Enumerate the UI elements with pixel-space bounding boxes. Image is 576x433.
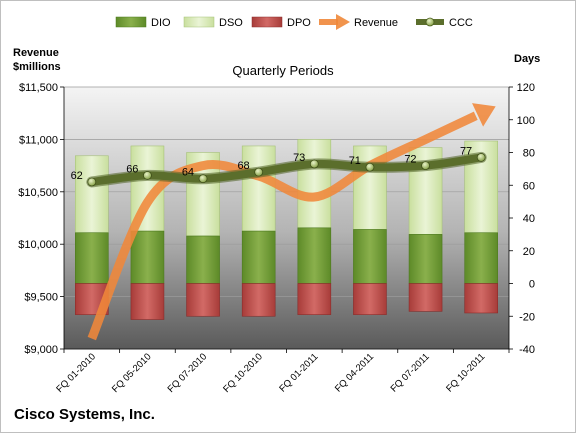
legend-label-dso: DSO — [219, 17, 243, 29]
legend-label-dio: DIO — [151, 17, 171, 29]
ccc-point — [143, 171, 152, 180]
legend-label-revenue: Revenue — [354, 17, 398, 29]
left-axis-label-line2: $millions — [13, 61, 61, 73]
left-tick-label: $9,000 — [24, 344, 58, 356]
bar-dio — [186, 235, 220, 284]
bar-dio — [75, 232, 109, 284]
bar-dpo — [241, 283, 276, 317]
ccc-series: 62 66 64 68 73 71 72 77 — [71, 145, 487, 188]
legend-swatch-dio — [115, 16, 147, 28]
legend-swatch-dso — [183, 16, 215, 28]
ccc-point — [309, 159, 319, 169]
revenue-series — [87, 103, 496, 341]
ccc-point — [476, 153, 486, 162]
ccc-data-label: 71 — [349, 155, 361, 167]
legend-swatch-dpo — [251, 16, 283, 28]
right-tick-label: 0 — [529, 279, 535, 291]
revenue-arrowhead — [472, 103, 496, 127]
bar-dio — [241, 230, 276, 284]
bar-dpo — [353, 283, 387, 315]
right-tick-label: -40 — [519, 344, 535, 356]
bar-dso — [241, 145, 276, 232]
right-tick-label: 60 — [523, 180, 535, 192]
bar-dpo — [130, 283, 165, 320]
bar-dso — [75, 155, 109, 234]
ccc-data-label: 62 — [71, 170, 83, 182]
bars — [75, 139, 498, 320]
legend-label-dpo: DPO — [287, 17, 311, 29]
legend: DIO DSO DPO Revenue CCC — [115, 14, 473, 30]
ccc-data-label: 68 — [237, 160, 249, 172]
left-tick-label: $10,000 — [18, 239, 58, 251]
ccc-point — [365, 162, 375, 172]
company-name: Cisco Systems, Inc. — [14, 406, 155, 423]
ccc-data-label: 73 — [293, 152, 305, 164]
right-tick-label: 40 — [523, 213, 535, 225]
revenue-line — [87, 111, 478, 341]
ccc-data-label: 66 — [126, 163, 138, 175]
chart-title: Quarterly Periods — [232, 63, 334, 78]
bar-dpo — [186, 283, 220, 317]
bar-dio — [353, 229, 387, 284]
left-tick-label: $11,500 — [19, 82, 58, 94]
bar-dpo — [464, 283, 498, 314]
ccc-data-label: 64 — [182, 167, 194, 179]
legend-label-ccc: CCC — [449, 17, 473, 29]
ccc-data-label: 72 — [404, 154, 416, 166]
ccc-line — [87, 153, 486, 186]
bar-dpo — [297, 283, 332, 315]
right-tick-label: 80 — [523, 148, 535, 160]
ccc-data-label: 77 — [460, 145, 472, 157]
ccc-point — [87, 177, 97, 187]
bar-dio — [408, 234, 443, 284]
bar-dpo — [408, 283, 443, 312]
left-axis-label-line1: Revenue — [13, 47, 59, 59]
ccc-point — [421, 161, 430, 171]
left-tick-label: $9,500 — [24, 292, 58, 304]
right-axis-label: Days — [514, 53, 540, 65]
ccc-point — [198, 174, 208, 184]
legend-swatch-ccc — [416, 17, 444, 27]
legend-swatch-revenue — [319, 14, 350, 30]
bar-dso — [297, 139, 332, 229]
right-tick-label: 100 — [517, 115, 535, 127]
right-tick-label: -20 — [519, 311, 535, 323]
bar-dio — [297, 227, 332, 284]
bar-dio — [130, 230, 165, 284]
left-tick-label: $11,000 — [19, 134, 58, 146]
right-tick-label: 120 — [517, 82, 535, 94]
bar-dio — [464, 232, 498, 284]
ccc-point — [254, 167, 264, 177]
left-tick-label: $10,500 — [18, 187, 58, 199]
right-tick-label: 20 — [523, 246, 535, 258]
